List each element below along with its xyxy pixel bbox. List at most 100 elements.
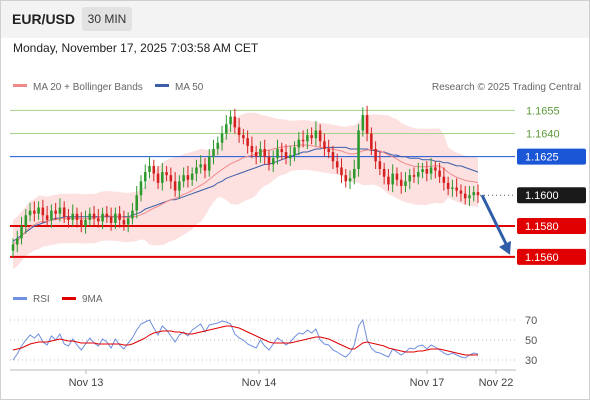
candle-body <box>246 138 249 146</box>
candle-body <box>212 148 215 157</box>
candle-body <box>88 213 92 220</box>
ma20-legend-swatch <box>13 84 27 87</box>
candle-body <box>169 175 173 182</box>
candle-body <box>370 133 373 149</box>
level-label-1.1580: 1.1580 <box>525 221 559 233</box>
candle-body <box>378 161 382 169</box>
level-label-1.1625: 1.1625 <box>525 152 559 164</box>
candle-body <box>425 169 429 174</box>
candle-body <box>37 207 40 214</box>
level-label-1.1655: 1.1655 <box>526 105 560 117</box>
candle-body <box>374 148 377 162</box>
candle-body <box>318 130 322 142</box>
candle-body <box>161 172 164 183</box>
candle-body <box>165 172 168 176</box>
candle-body <box>148 165 151 173</box>
candle-body <box>310 135 313 139</box>
candle-body <box>472 192 476 196</box>
candle-body <box>459 190 463 194</box>
candle-body <box>114 213 117 223</box>
candle-body <box>463 193 467 199</box>
rsi-tick-50: 50 <box>525 335 537 347</box>
candle-body <box>105 213 109 217</box>
candle-body <box>195 167 198 174</box>
candle-body <box>468 195 471 199</box>
x-tick-label: Nov 13 <box>69 377 104 389</box>
candle-body <box>126 218 130 225</box>
candle-body <box>284 152 288 159</box>
candle-body <box>97 218 100 222</box>
candle-body <box>118 213 121 220</box>
candle-body <box>344 175 348 182</box>
candle-body <box>271 158 275 165</box>
candle-body <box>429 167 433 174</box>
candle-body <box>199 164 202 168</box>
candle-body <box>387 176 390 185</box>
candle-body <box>101 213 104 222</box>
candle-body <box>416 172 420 177</box>
symbol-title: EUR/USD <box>12 11 76 27</box>
candle-body <box>476 192 480 196</box>
candle-body <box>75 213 79 220</box>
candle-body <box>186 175 190 180</box>
rsi-tick-70: 70 <box>525 315 537 327</box>
candle-body <box>24 215 28 227</box>
x-axis: Nov 13 Nov 14 Nov 17 Nov 22 <box>69 370 513 389</box>
candle-body <box>297 139 301 148</box>
candle-body <box>84 219 87 227</box>
level-tag-1.1560 <box>517 248 586 265</box>
rsi-legend-swatch <box>13 297 27 300</box>
timestamp: Monday, November 17, 2025 7:03:58 AM CET <box>13 41 259 55</box>
candle-body <box>67 216 70 220</box>
candle-body <box>348 178 352 182</box>
timeframe-button[interactable]: 30 MIN <box>82 7 132 31</box>
rsi-legend-label: RSI <box>33 294 50 305</box>
candle-body <box>203 164 207 171</box>
candle-body <box>382 169 386 177</box>
bollinger-band-area <box>13 112 478 270</box>
candle-body <box>404 181 407 186</box>
candle-body <box>156 173 160 183</box>
candle-body <box>131 210 134 219</box>
level-tag-1.1600 <box>517 187 586 204</box>
ma50-legend-label: MA 50 <box>175 82 204 93</box>
candle-body <box>207 156 211 171</box>
x-tick-label: Nov 14 <box>242 377 277 389</box>
ma20-legend-label: MA 20 + Bollinger Bands <box>33 82 143 93</box>
candle-body <box>220 133 224 143</box>
candle-body <box>340 167 343 176</box>
candle-body <box>323 141 326 149</box>
candle-body <box>139 181 143 196</box>
candle-body <box>62 207 66 217</box>
ma50-legend-swatch <box>155 84 169 87</box>
rsi-tick-30: 30 <box>525 355 537 367</box>
candle-body <box>50 210 53 220</box>
candle-body <box>45 215 49 220</box>
candle-body <box>242 135 245 139</box>
candle-body <box>331 152 335 162</box>
candle-body <box>301 139 305 142</box>
candle-body <box>92 213 96 219</box>
candle-body <box>20 226 23 239</box>
rsi-panel: 70 50 30 <box>10 315 537 367</box>
level-tag-1.1625 <box>517 148 586 165</box>
candle-body <box>54 210 57 214</box>
candle-body <box>41 207 45 216</box>
rsi-ma-legend-swatch <box>62 297 76 300</box>
candle-body <box>361 115 365 131</box>
candle-body <box>365 115 369 134</box>
candle-body <box>391 173 394 185</box>
candle-body <box>216 142 220 149</box>
candle-body <box>225 124 228 134</box>
x-tick-label: Nov 17 <box>410 377 445 389</box>
candle-body <box>11 244 15 251</box>
bollinger-bands <box>13 112 478 270</box>
candle-body <box>438 170 441 177</box>
candle-body <box>314 130 318 139</box>
candle-body <box>263 148 266 157</box>
candle-body <box>451 187 454 190</box>
candle-body <box>434 167 437 171</box>
candle-body <box>190 173 194 180</box>
candle-body <box>280 148 284 153</box>
